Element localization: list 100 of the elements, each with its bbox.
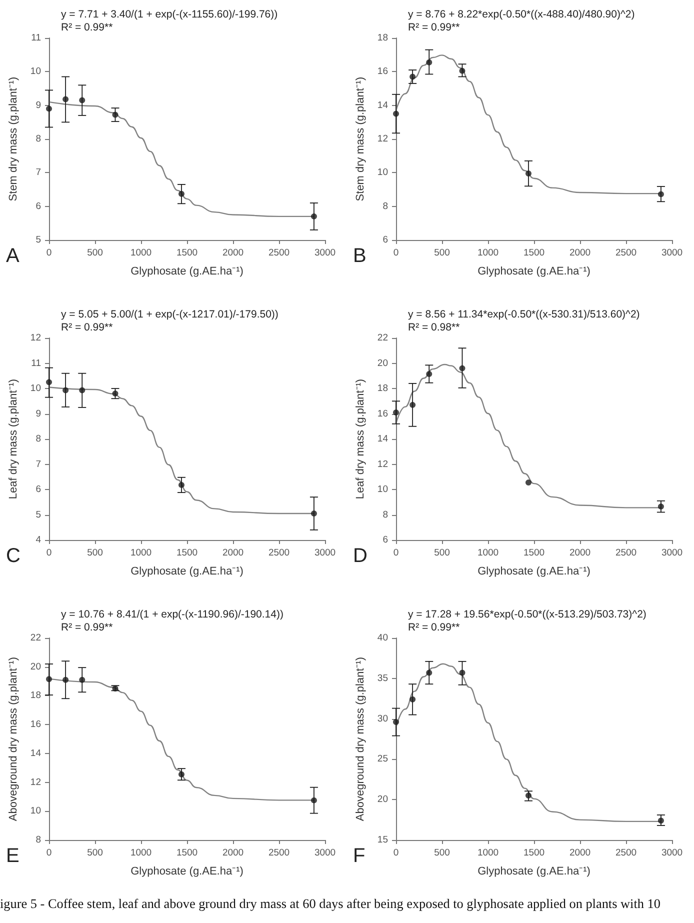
x-tick-label: 2500: [615, 848, 637, 858]
point: [525, 170, 532, 177]
chart-subtitle: R² = 0.99**: [61, 622, 113, 634]
y-tick-label: 11: [31, 32, 41, 44]
y-tick-label: 12: [30, 332, 41, 344]
y-tick-label: 12: [30, 776, 41, 788]
chart-title: y = 7.71 + 3.40/(1 + exp(-(x-1155.60)/-199.76)): [61, 8, 278, 20]
y-tick-label: 8: [36, 434, 41, 444]
x-tick-label: 2000: [569, 248, 591, 258]
point: [178, 482, 184, 488]
point: [310, 213, 317, 220]
y-tick-label: 7: [36, 458, 41, 470]
x-tick-label: 1500: [523, 248, 545, 258]
x-tick-label: 2000: [222, 848, 244, 858]
y-tick-label: 20: [30, 661, 41, 672]
point: [310, 797, 317, 804]
point: [426, 370, 432, 377]
y-tick-label: 14: [377, 434, 388, 444]
x-tick-label: 0: [46, 248, 52, 258]
point: [410, 402, 416, 408]
chart-title: y = 8.56 + 11.34*exp(-0.50*((x-530.31)/513.60)^2): [408, 308, 640, 320]
y-tick-label: 8: [36, 134, 41, 144]
point: [658, 818, 664, 824]
point: [525, 480, 532, 486]
x-tick-label: 500: [87, 548, 103, 558]
y-tick-label: 40: [377, 632, 388, 644]
x-tick-label: 1000: [477, 548, 499, 558]
x-tick-label: 3000: [314, 848, 336, 858]
point: [393, 409, 399, 416]
y-tick-label: 9: [36, 408, 41, 420]
x-axis-title: Glyphosate (g.AE.ha⁻¹): [478, 866, 590, 878]
y-tick-label: 11: [31, 358, 41, 369]
y-tick-label: 6: [36, 484, 41, 495]
x-tick-label: 2000: [569, 848, 591, 858]
y-tick-label: 10: [377, 484, 388, 495]
y-tick-label: 10: [30, 383, 41, 394]
x-tick-label: 2000: [222, 248, 244, 258]
y-tick-label: 6: [382, 234, 388, 246]
x-tick-label: 2000: [569, 548, 591, 558]
x-axis-title: Glyphosate (g.AE.ha⁻¹): [130, 266, 244, 278]
point: [112, 112, 118, 118]
y-tick-label: 30: [377, 713, 388, 724]
x-tick-label: 1000: [477, 248, 499, 258]
point: [46, 379, 52, 386]
point: [62, 387, 69, 394]
x-tick-label: 500: [87, 848, 103, 858]
text: D: [353, 545, 368, 567]
chart-subtitle: R² = 0.99**: [61, 22, 113, 34]
y-tick-label: 4: [36, 534, 41, 546]
x-tick-label: 500: [434, 548, 450, 558]
point: [79, 97, 86, 104]
x-tick-label: 0: [46, 848, 52, 858]
y-tick-label: 12: [377, 458, 388, 470]
x-axis-title: Glyphosate (g.AE.ha⁻¹): [478, 266, 590, 278]
point: [178, 771, 184, 778]
x-tick-label: 3000: [314, 248, 336, 258]
point: [459, 670, 466, 676]
y-tick-label: 10: [377, 167, 388, 178]
chart-title: y = 5.05 + 5.00/(1 + exp(-(x-1217.01)/-179.50)): [61, 308, 278, 320]
y-tick-label: 16: [377, 66, 388, 78]
chart-subtitle: R² = 0.99**: [408, 622, 460, 634]
point: [112, 390, 118, 397]
y-tick-label: 18: [30, 690, 41, 702]
text: E: [6, 845, 20, 867]
x-tick-label: 1000: [130, 248, 152, 258]
point: [410, 696, 416, 702]
y-axis-title: Aboveground dry mass (g.plant⁻¹): [8, 656, 20, 822]
chart-title: y = 10.76 + 8.41/(1 + exp(-(x-1190.96)/-190.14)): [61, 608, 284, 620]
y-tick-label: 8: [382, 509, 388, 520]
point: [46, 106, 52, 112]
chart-subtitle: R² = 0.98**: [408, 322, 460, 334]
x-tick-label: 3000: [661, 548, 683, 558]
y-axis-title: Leaf dry mass (g.plant⁻¹): [354, 378, 366, 500]
y-tick-label: 20: [377, 794, 388, 806]
x-tick-label: 0: [393, 248, 399, 258]
x-tick-label: 1500: [176, 848, 198, 858]
x-tick-label: 2500: [268, 848, 290, 858]
chart-subtitle: R² = 0.99**: [61, 322, 113, 334]
y-tick-label: 20: [377, 358, 388, 369]
y-tick-label: 35: [377, 672, 388, 684]
y-tick-label: 25: [377, 754, 388, 765]
y-tick-label: 14: [30, 748, 41, 759]
y-tick-label: 8: [36, 834, 41, 846]
point: [426, 670, 432, 676]
y-tick-label: 10: [30, 66, 41, 78]
x-tick-label: 0: [393, 848, 399, 858]
x-axis-title: Glyphosate (g.AE.ha⁻¹): [130, 866, 244, 878]
x-tick-label: 1000: [130, 848, 152, 858]
y-tick-label: 16: [377, 408, 388, 420]
y-tick-label: 22: [30, 632, 41, 644]
y-axis-title: Leaf dry mass (g.plant⁻¹): [8, 378, 20, 500]
point: [46, 676, 52, 682]
point: [393, 110, 399, 117]
x-tick-label: 2500: [615, 548, 637, 558]
point: [658, 504, 664, 510]
x-axis-title: Glyphosate (g.AE.ha⁻¹): [130, 566, 244, 578]
point: [410, 74, 416, 80]
x-tick-label: 500: [434, 248, 450, 258]
chart-title: y = 17.28 + 19.56*exp(-0.50*((x-513.29)/503.73)^2): [408, 608, 646, 620]
y-tick-label: 5: [36, 234, 41, 246]
